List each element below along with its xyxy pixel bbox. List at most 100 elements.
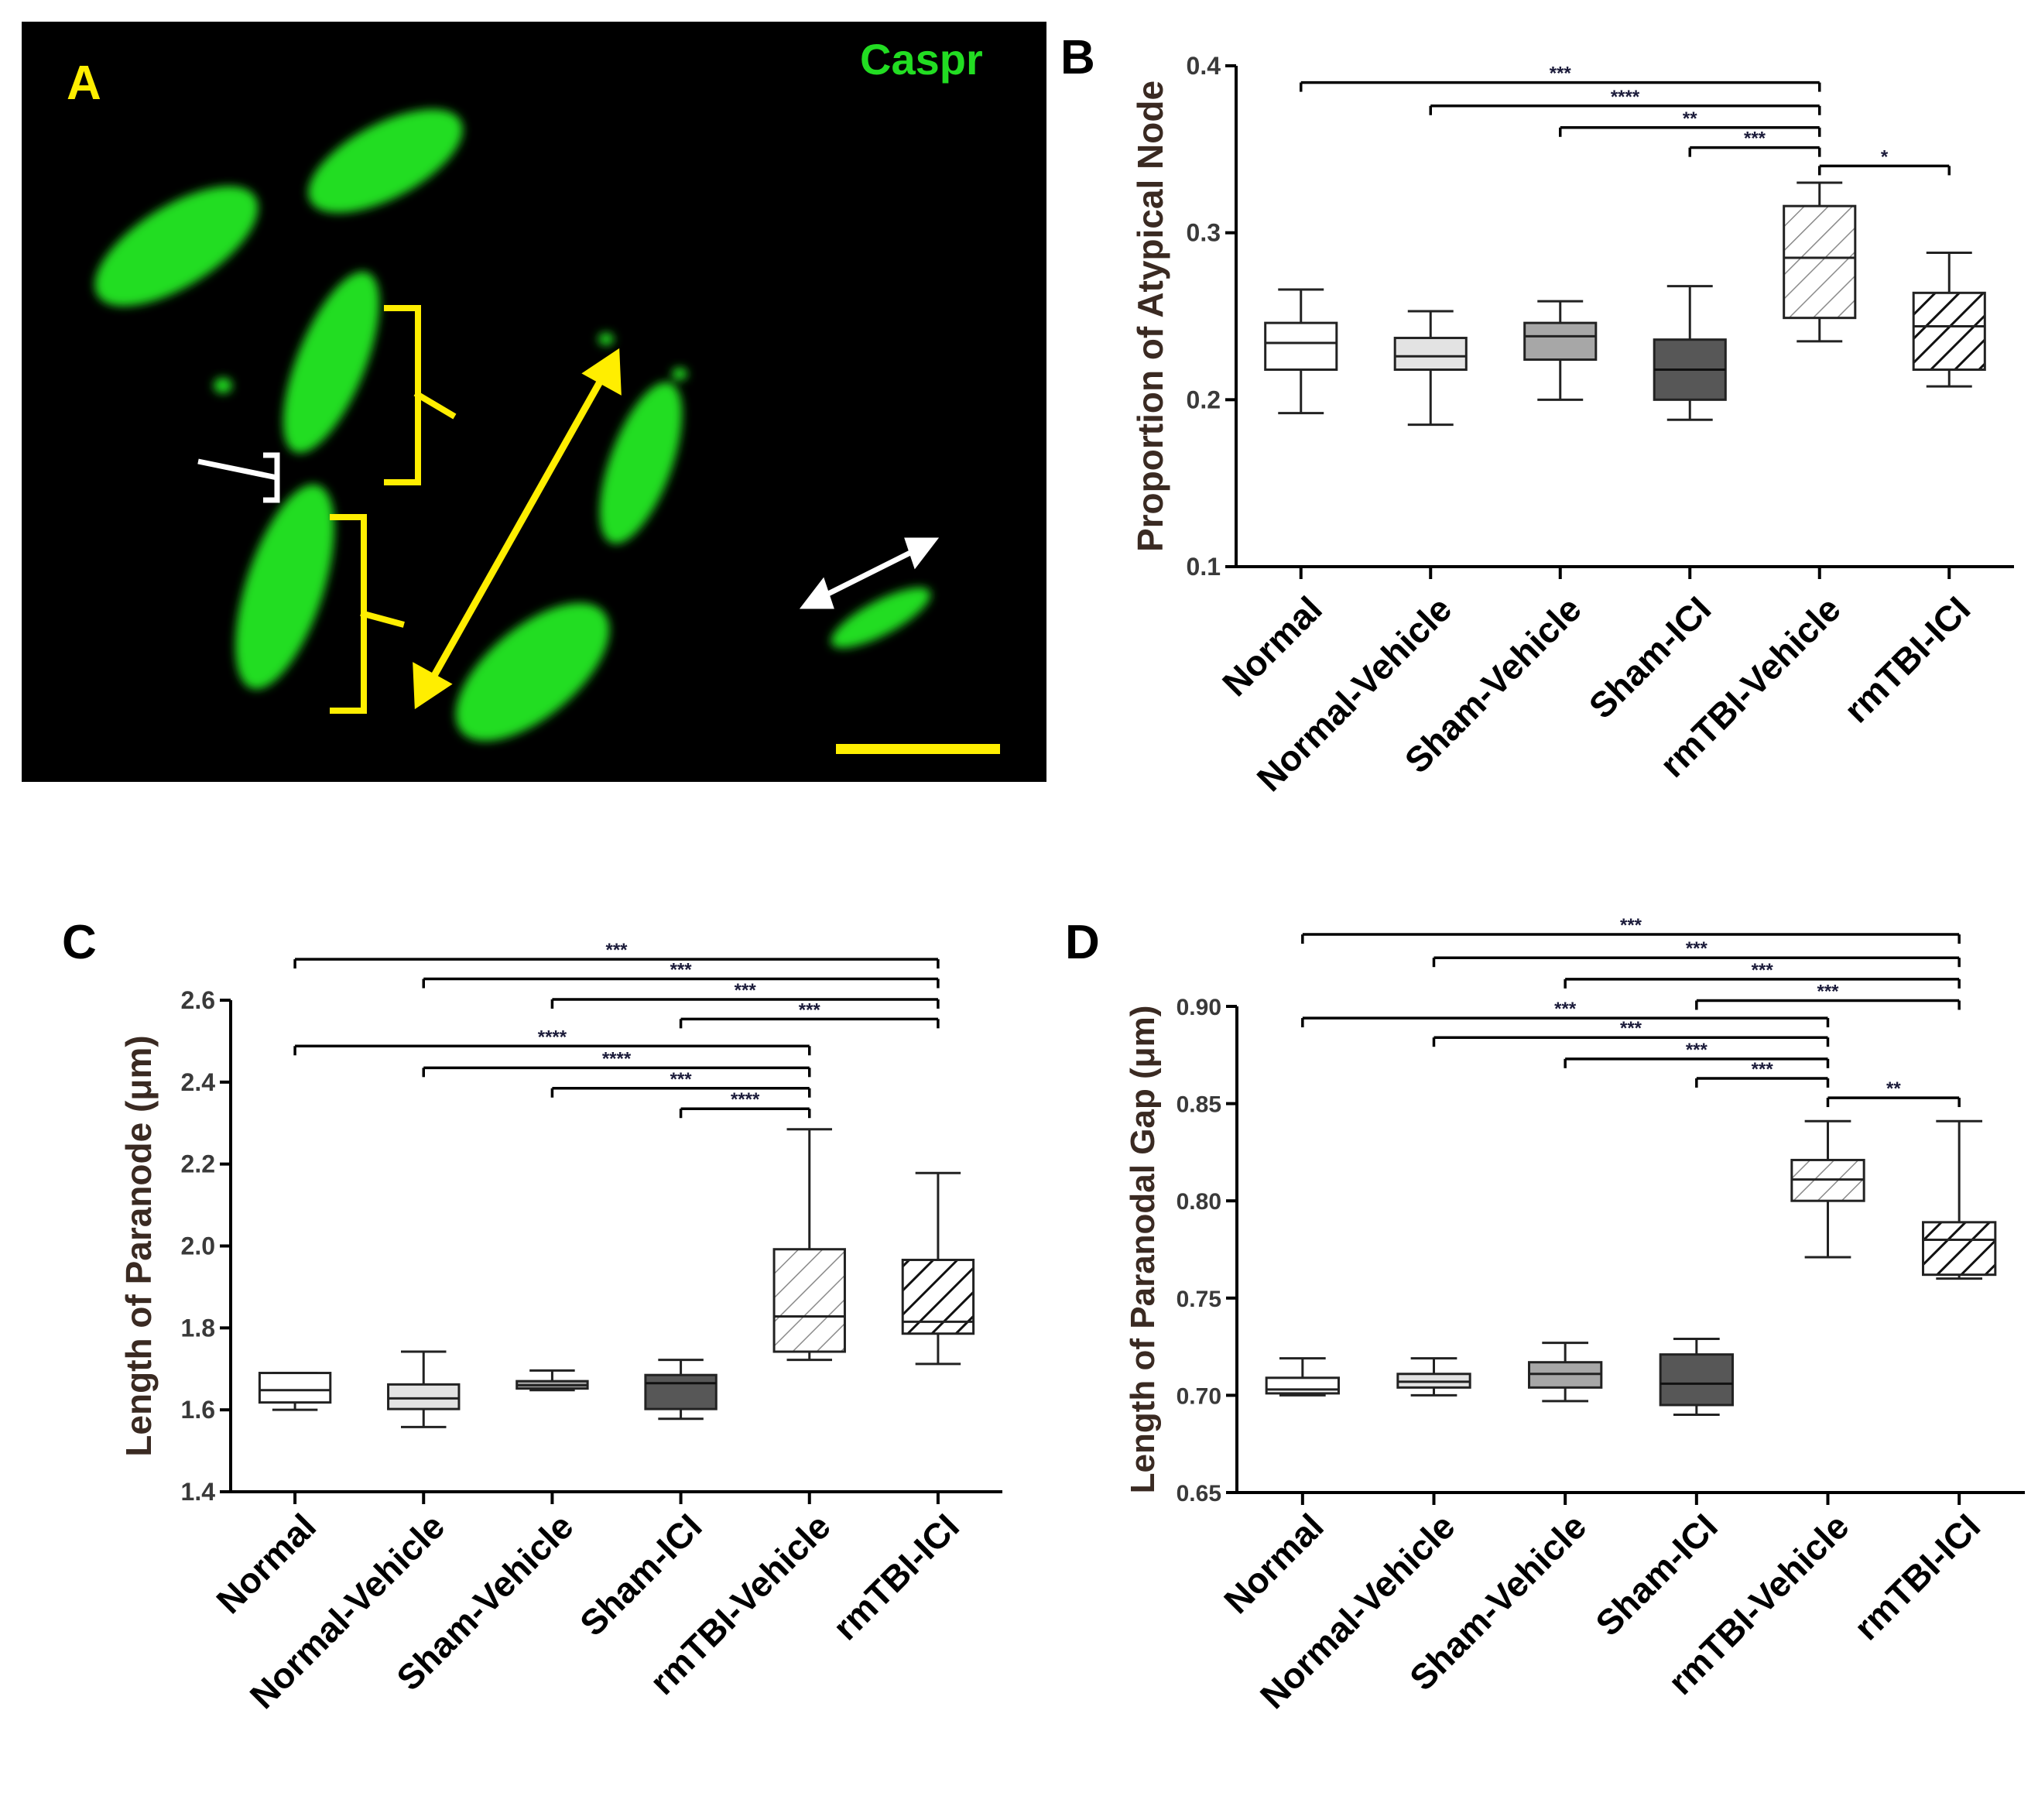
x-category-label: Sham-ICI [1588, 1506, 1725, 1643]
significance-bracket: *** [1301, 915, 1961, 944]
box-iqr [1659, 1353, 1734, 1407]
microscopy-image: A Caspr [22, 22, 1046, 782]
significance-bracket: *** [1564, 960, 1961, 989]
paranodal-gap-chart: D 0.65 0.70 0.75 0.80 0.85 0.90 Length of Paran… [1065, 915, 2025, 1716]
box-plot-normal [258, 1372, 332, 1411]
significance-label: **** [731, 1089, 760, 1110]
y-tick-label: 0.2 [1187, 386, 1221, 413]
significance-bracket: * [1818, 146, 1951, 176]
significance-bracket: *** [422, 959, 940, 989]
x-category-label: Normal [1216, 1506, 1331, 1621]
arrowhead [799, 577, 834, 609]
x-category-label: Sham-ICI [1581, 588, 1719, 726]
y-axis-label: Proportion of Atypical Node [1130, 81, 1170, 552]
box-plot-sham-vehicle [515, 1369, 589, 1392]
panel-label: D [1065, 916, 1100, 969]
box-plot-rmtbi-vehicle [772, 1128, 846, 1362]
box-plot-sham-vehicle [1528, 1342, 1603, 1403]
y-tick-label: 0.3 [1187, 219, 1221, 247]
y-tick-label: 2.2 [181, 1150, 215, 1178]
significance-label: **** [538, 1027, 567, 1047]
significance-bracket: *** [550, 980, 940, 1009]
box-plot-normal-vehicle [1396, 1357, 1471, 1397]
caspr-label: Caspr [860, 35, 983, 84]
box-plot-normal [1264, 288, 1338, 415]
caspr-speck [672, 368, 687, 380]
box-plot-sham-ici [1659, 1338, 1734, 1417]
caspr-cluster [455, 602, 610, 742]
paranode-length-chart: C 1.4 1.6 1.8 2.0 2.2 2.4 2.6 Length of Paranode… [62, 916, 1002, 1716]
box-iqr [1523, 321, 1598, 362]
caspr-speck [214, 378, 232, 393]
significance-label: *** [605, 940, 628, 961]
box-iqr [1912, 291, 1986, 372]
box-iqr [772, 1248, 846, 1353]
significance-bracket: *** [1695, 1059, 1830, 1088]
y-tick-label: 1.8 [181, 1314, 215, 1342]
significance-bracket: *** [293, 940, 940, 969]
y-tick-label: 2.6 [181, 986, 215, 1014]
y-tick-label: 2.0 [181, 1232, 215, 1260]
significance-label: *** [1686, 938, 1708, 959]
y-tick-label: 0.4 [1187, 52, 1221, 80]
caspr-cluster [283, 271, 380, 454]
y-tick-label: 0.65 [1177, 1481, 1221, 1506]
panel-label: B [1060, 31, 1095, 84]
arrowhead [581, 348, 622, 396]
x-category-label: Normal [208, 1506, 324, 1621]
panel-label: C [62, 916, 97, 969]
significance-bracket: *** [1688, 129, 1821, 157]
box-iqr [1264, 321, 1338, 372]
box-iqr [1393, 337, 1468, 372]
significance-bracket: *** [1301, 999, 1830, 1028]
significance-label: *** [1550, 63, 1572, 84]
significance-label: *** [670, 1069, 693, 1090]
significance-bracket: **** [293, 1027, 811, 1056]
significance-bracket: *** [1564, 1040, 1830, 1068]
box-iqr [258, 1372, 332, 1404]
y-tick-label: 1.4 [181, 1478, 216, 1506]
significance-bracket: **** [1429, 87, 1821, 115]
significance-label: *** [1620, 915, 1642, 936]
caspr-cluster [308, 109, 463, 213]
significance-bracket: *** [679, 999, 940, 1029]
y-tick-label: 0.70 [1177, 1383, 1221, 1409]
significance-bracket: *** [1300, 63, 1821, 92]
y-tick-label: 0.90 [1177, 995, 1221, 1020]
caspr-speck [598, 333, 614, 345]
caspr-cluster [831, 588, 931, 648]
significance-bracket: ** [1826, 1078, 1961, 1108]
significance-label: *** [670, 959, 693, 980]
significance-label: *** [1752, 1059, 1774, 1080]
box-plot-normal-vehicle [387, 1350, 461, 1428]
box-plot-rmtbi-ici [1922, 1119, 1997, 1280]
x-category-label: rmTBI-ICI [825, 1506, 967, 1647]
caspr-cluster [599, 382, 683, 544]
box-plot-rmtbi-vehicle [1783, 181, 1857, 343]
significance-bracket: **** [422, 1048, 811, 1078]
significance-label: *** [1620, 1018, 1642, 1039]
significance-label: *** [735, 980, 757, 1001]
significance-label: * [1881, 146, 1889, 167]
panel-b: B 0.1 0.2 0.3 0.4 Proportion of Atypical Node… [1046, 0, 2038, 867]
significance-bracket: *** [1432, 938, 1961, 968]
significance-label: ** [1886, 1078, 1901, 1099]
x-category-label: Sham-ICI [572, 1506, 710, 1643]
significance-bracket: **** [679, 1089, 811, 1119]
x-category-label: rmTBI-ICI [1836, 588, 1978, 730]
y-axis-label: Length of Paranodal Gap (μm) [1124, 1006, 1162, 1494]
significance-label: **** [1611, 87, 1640, 108]
significance-bracket: *** [1432, 1018, 1830, 1047]
gap-bracket-stem [197, 458, 278, 481]
significance-label: **** [602, 1048, 632, 1069]
box-iqr [387, 1383, 461, 1410]
box-plot-sham-vehicle [1523, 300, 1598, 401]
significance-label: *** [1752, 960, 1774, 981]
box-iqr [1783, 204, 1857, 320]
box-iqr [644, 1373, 718, 1410]
y-tick-label: 0.1 [1187, 553, 1221, 581]
significance-label: *** [1744, 129, 1766, 149]
box-iqr [1265, 1376, 1340, 1395]
x-category-label: Normal [1214, 588, 1330, 704]
internode-arrow-line [429, 375, 605, 682]
